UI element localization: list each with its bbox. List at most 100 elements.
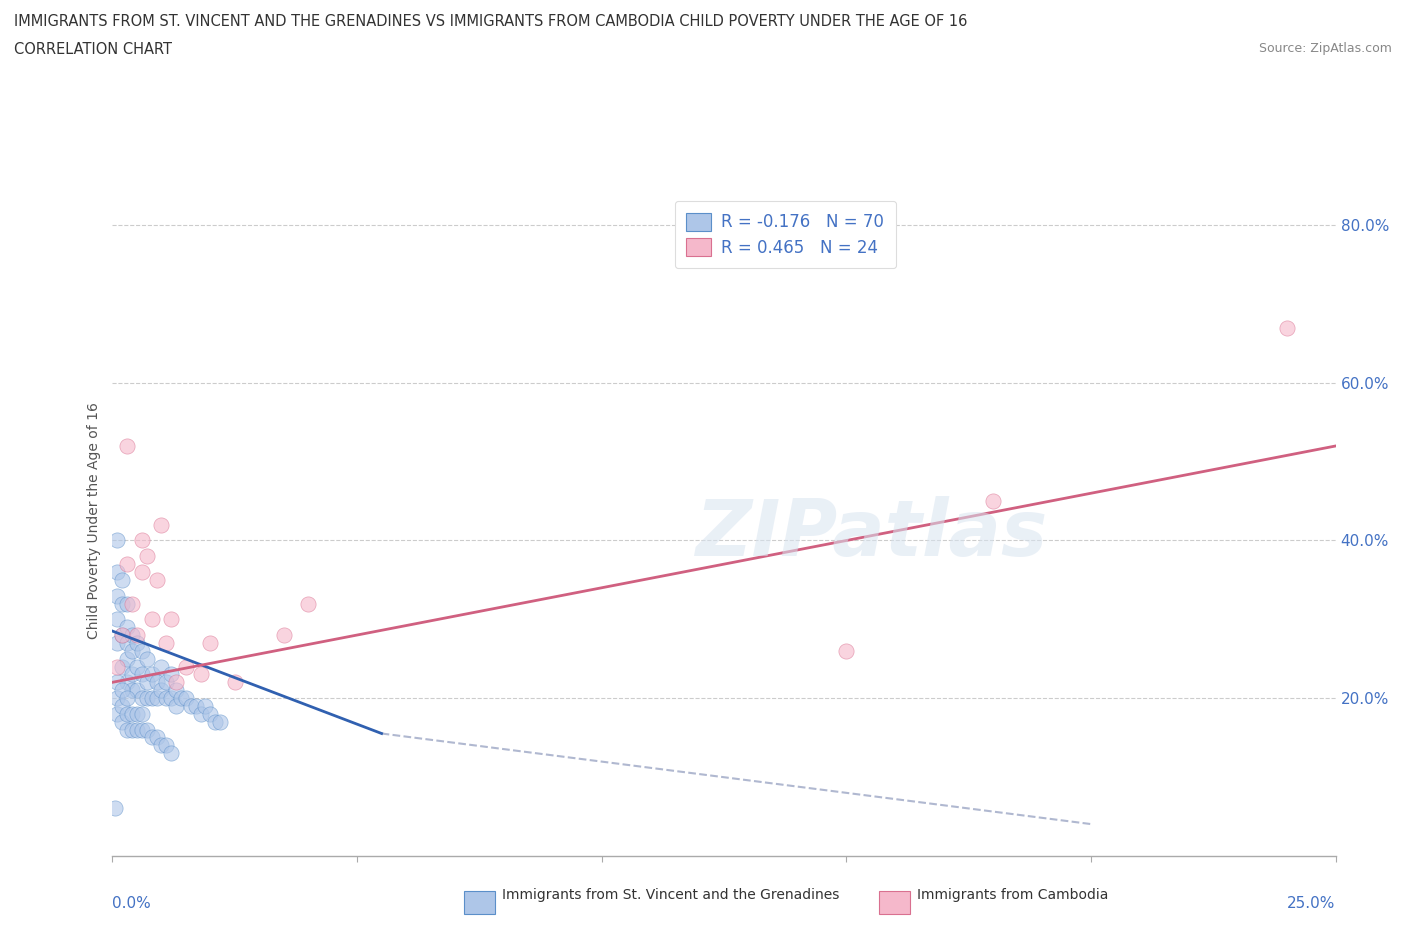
Legend: R = -0.176   N = 70, R = 0.465   N = 24: R = -0.176 N = 70, R = 0.465 N = 24	[675, 201, 896, 269]
Point	[190, 707, 212, 722]
Point	[170, 691, 193, 706]
Point	[155, 635, 177, 650]
Point	[165, 683, 187, 698]
Point	[115, 675, 138, 690]
Point	[111, 714, 134, 729]
Point	[160, 691, 183, 706]
Text: ZIPatlas: ZIPatlas	[695, 497, 1047, 572]
Text: Immigrants from Cambodia: Immigrants from Cambodia	[917, 888, 1108, 902]
Point	[115, 557, 138, 572]
Point	[835, 644, 858, 658]
Point	[105, 659, 128, 674]
Point	[111, 628, 134, 643]
Point	[141, 691, 163, 706]
Point	[135, 549, 157, 564]
Point	[150, 517, 173, 532]
Point	[111, 659, 134, 674]
Point	[121, 683, 143, 698]
Point	[200, 707, 222, 722]
Point	[131, 722, 153, 737]
Point	[141, 667, 163, 682]
Point	[105, 691, 128, 706]
Point	[131, 691, 153, 706]
Point	[180, 698, 202, 713]
Point	[111, 628, 134, 643]
Point	[121, 722, 143, 737]
Point	[135, 722, 157, 737]
Point	[125, 635, 148, 650]
Point	[165, 675, 187, 690]
Point	[125, 659, 148, 674]
Point	[131, 707, 153, 722]
Text: 0.0%: 0.0%	[112, 896, 152, 910]
Point	[135, 651, 157, 666]
Point	[105, 565, 128, 579]
Point	[115, 722, 138, 737]
Point	[297, 596, 319, 611]
Point	[115, 707, 138, 722]
Point	[155, 737, 177, 752]
Point	[111, 596, 134, 611]
Point	[150, 659, 173, 674]
Point	[209, 714, 232, 729]
Point	[141, 730, 163, 745]
Point	[104, 801, 127, 816]
Point	[155, 675, 177, 690]
Point	[115, 691, 138, 706]
Text: Immigrants from St. Vincent and the Grenadines: Immigrants from St. Vincent and the Gren…	[502, 888, 839, 902]
Point	[131, 565, 153, 579]
Point	[204, 714, 226, 729]
Point	[155, 691, 177, 706]
Point	[145, 675, 167, 690]
Point	[273, 628, 295, 643]
Point	[105, 533, 128, 548]
Point	[150, 683, 173, 698]
Point	[121, 628, 143, 643]
Point	[1275, 320, 1298, 335]
Point	[115, 619, 138, 634]
Point	[121, 644, 143, 658]
Point	[174, 659, 197, 674]
Point	[131, 667, 153, 682]
Point	[105, 707, 128, 722]
Text: IMMIGRANTS FROM ST. VINCENT AND THE GRENADINES VS IMMIGRANTS FROM CAMBODIA CHILD: IMMIGRANTS FROM ST. VINCENT AND THE GREN…	[14, 14, 967, 29]
Point	[111, 683, 134, 698]
Point	[125, 683, 148, 698]
Point	[131, 533, 153, 548]
Point	[131, 644, 153, 658]
Point	[115, 635, 138, 650]
Point	[105, 612, 128, 627]
Point	[141, 612, 163, 627]
Point	[111, 573, 134, 588]
Text: 25.0%: 25.0%	[1288, 896, 1336, 910]
Point	[174, 691, 197, 706]
Point	[135, 691, 157, 706]
Point	[165, 698, 187, 713]
Point	[190, 667, 212, 682]
Point	[150, 737, 173, 752]
Point	[111, 698, 134, 713]
Point	[160, 746, 183, 761]
Point	[105, 588, 128, 603]
Point	[224, 675, 246, 690]
Y-axis label: Child Poverty Under the Age of 16: Child Poverty Under the Age of 16	[87, 403, 101, 639]
Text: Source: ZipAtlas.com: Source: ZipAtlas.com	[1258, 42, 1392, 55]
Point	[200, 635, 222, 650]
Point	[105, 675, 128, 690]
Point	[145, 730, 167, 745]
Point	[115, 596, 138, 611]
Text: CORRELATION CHART: CORRELATION CHART	[14, 42, 172, 57]
Point	[135, 675, 157, 690]
Point	[125, 722, 148, 737]
Point	[115, 439, 138, 454]
Point	[105, 635, 128, 650]
Point	[121, 596, 143, 611]
Point	[160, 667, 183, 682]
Point	[121, 667, 143, 682]
Point	[184, 698, 207, 713]
Point	[194, 698, 217, 713]
Point	[981, 494, 1004, 509]
Point	[145, 573, 167, 588]
Point	[121, 707, 143, 722]
Point	[115, 651, 138, 666]
